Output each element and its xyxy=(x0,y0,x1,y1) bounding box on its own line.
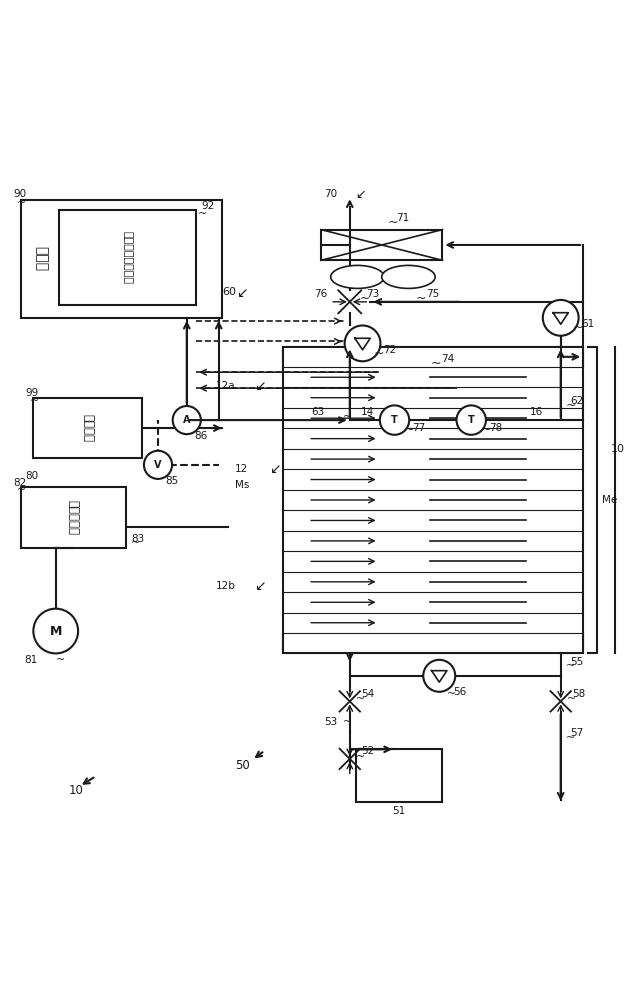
Text: ↙: ↙ xyxy=(268,462,280,476)
Text: 80: 80 xyxy=(26,471,39,481)
Text: ~: ~ xyxy=(198,209,207,219)
Text: ~: ~ xyxy=(566,399,577,412)
Text: 92: 92 xyxy=(202,201,214,211)
Text: ~: ~ xyxy=(356,752,365,762)
Bar xyxy=(21,487,126,548)
Text: 10: 10 xyxy=(69,784,83,797)
Text: ↙: ↙ xyxy=(236,286,248,300)
Text: ~: ~ xyxy=(404,423,415,436)
Text: 12: 12 xyxy=(235,464,248,474)
Text: 61: 61 xyxy=(581,319,594,329)
Text: 72: 72 xyxy=(383,345,396,355)
Text: ~: ~ xyxy=(447,689,456,699)
Bar xyxy=(59,210,196,305)
Text: 77: 77 xyxy=(412,423,426,433)
Circle shape xyxy=(345,325,381,361)
Text: 86: 86 xyxy=(195,431,207,441)
Text: 83: 83 xyxy=(131,534,144,544)
Text: 12b: 12b xyxy=(216,581,236,591)
Text: ~: ~ xyxy=(17,485,26,495)
Text: 90: 90 xyxy=(13,189,26,199)
Text: T: T xyxy=(468,415,474,425)
Text: 51: 51 xyxy=(393,806,406,816)
Text: Me: Me xyxy=(602,495,618,505)
Text: ↙: ↙ xyxy=(254,379,266,393)
Text: ~: ~ xyxy=(360,292,370,305)
Bar xyxy=(356,749,442,802)
Circle shape xyxy=(542,300,578,336)
Text: 63: 63 xyxy=(311,407,325,417)
Ellipse shape xyxy=(331,265,384,288)
Text: ~: ~ xyxy=(343,412,352,422)
Text: ~: ~ xyxy=(356,694,365,704)
Text: ↙: ↙ xyxy=(254,579,266,593)
Text: ~: ~ xyxy=(374,346,385,359)
Text: 12a: 12a xyxy=(216,381,235,391)
Text: 马达控制部: 马达控制部 xyxy=(67,500,80,535)
Text: 74: 74 xyxy=(441,354,455,364)
Bar xyxy=(21,200,222,318)
Text: A: A xyxy=(183,415,191,425)
Text: 60: 60 xyxy=(222,287,236,297)
Bar xyxy=(282,347,583,653)
Text: 58: 58 xyxy=(572,689,586,699)
Text: ~: ~ xyxy=(17,198,26,208)
Text: 54: 54 xyxy=(361,689,374,699)
Text: ~: ~ xyxy=(415,292,426,305)
Text: 85: 85 xyxy=(166,476,179,486)
Text: ~: ~ xyxy=(388,215,398,228)
Text: ~: ~ xyxy=(572,321,583,334)
Text: 76: 76 xyxy=(315,289,328,299)
Text: 57: 57 xyxy=(570,728,584,738)
Text: 10: 10 xyxy=(611,444,625,454)
Circle shape xyxy=(173,406,201,434)
Circle shape xyxy=(33,609,78,653)
Text: ~: ~ xyxy=(131,538,141,548)
Text: 99: 99 xyxy=(26,388,39,398)
Text: 73: 73 xyxy=(366,289,379,299)
Text: 52: 52 xyxy=(361,746,374,756)
Text: ~: ~ xyxy=(431,357,442,370)
Text: Ms: Ms xyxy=(235,480,249,490)
Text: 53: 53 xyxy=(324,717,338,727)
Text: 16: 16 xyxy=(530,407,543,417)
Text: ~: ~ xyxy=(566,733,575,743)
Bar xyxy=(33,398,142,458)
Text: ~: ~ xyxy=(30,396,39,406)
Text: 低温起动时控制部: 低温起动时控制部 xyxy=(123,231,133,284)
Text: 82: 82 xyxy=(13,478,26,488)
Text: ~: ~ xyxy=(567,694,577,704)
Text: M: M xyxy=(49,625,62,638)
Circle shape xyxy=(423,660,455,692)
Bar xyxy=(282,633,583,653)
Ellipse shape xyxy=(382,265,435,288)
Text: 71: 71 xyxy=(396,213,410,223)
Text: 78: 78 xyxy=(489,423,503,433)
Text: ~: ~ xyxy=(566,661,575,671)
Text: 70: 70 xyxy=(324,189,337,199)
Text: 81: 81 xyxy=(24,655,37,665)
Text: 控制部: 控制部 xyxy=(34,246,48,271)
Bar xyxy=(321,230,442,260)
Text: V: V xyxy=(154,460,162,470)
Circle shape xyxy=(144,451,172,479)
Text: ↙: ↙ xyxy=(355,188,365,201)
Text: 起动开关: 起动开关 xyxy=(81,414,94,442)
Text: 75: 75 xyxy=(426,289,440,299)
Circle shape xyxy=(456,405,486,435)
Text: ~: ~ xyxy=(481,423,491,436)
Circle shape xyxy=(380,405,409,435)
Text: ~: ~ xyxy=(343,717,352,727)
Text: 50: 50 xyxy=(235,759,250,772)
Text: T: T xyxy=(391,415,398,425)
Text: 55: 55 xyxy=(570,657,584,667)
Text: 62: 62 xyxy=(570,396,584,406)
Text: ~: ~ xyxy=(56,655,65,665)
Text: 14: 14 xyxy=(361,407,374,417)
Bar xyxy=(282,347,583,367)
Text: 56: 56 xyxy=(453,687,467,697)
